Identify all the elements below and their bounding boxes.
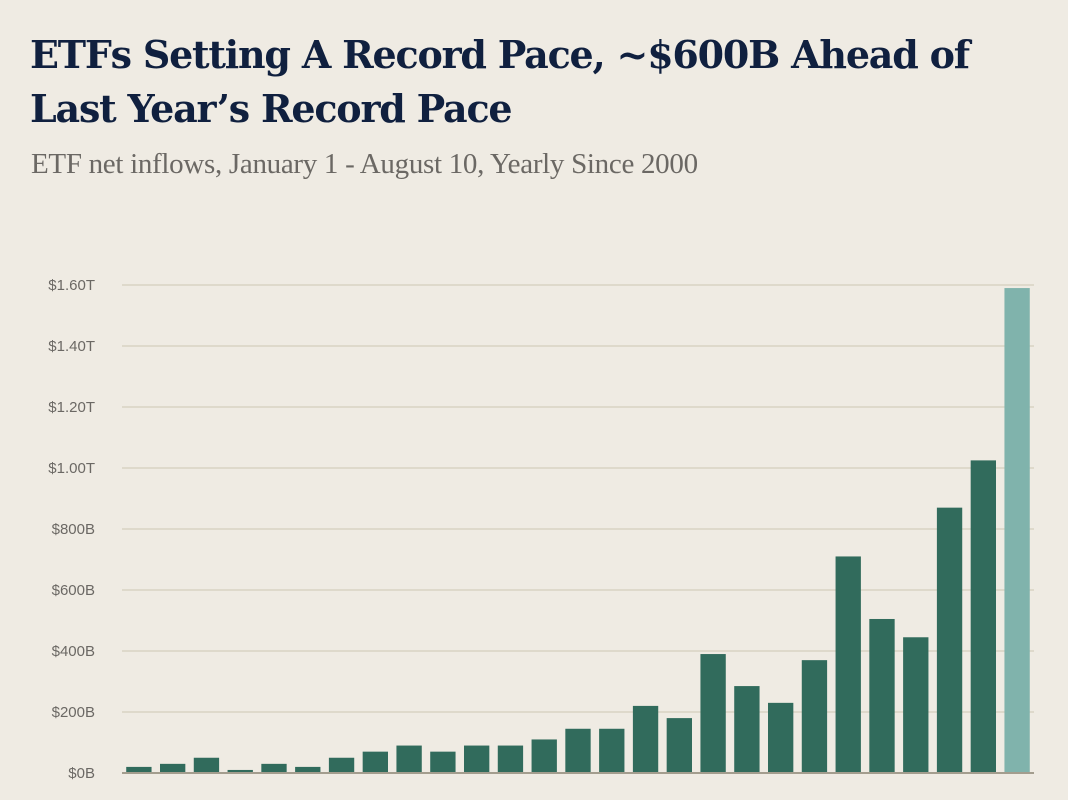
bar-2021 [835, 556, 861, 773]
bar-2022 [869, 618, 895, 773]
y-tick-label: $600B [52, 582, 95, 599]
bar-2004 [261, 763, 287, 773]
bar-2015 [632, 705, 659, 773]
y-tick-label: $1.40T [48, 338, 95, 355]
bar-2026 [1004, 288, 1030, 773]
chart-title: ETFs Setting A Record Pace, ~$600B Ahead… [30, 32, 970, 131]
bar-2006 [328, 757, 355, 773]
bar-2019 [768, 702, 794, 773]
bar-2025 [970, 460, 996, 773]
y-axis-ticks: $0B $200B $400B $600B $800B $1.00T $1.20T $1.40… [48, 277, 95, 782]
y-tick-label: $400B [52, 643, 95, 660]
bars [126, 288, 1030, 773]
bar-2024 [936, 507, 963, 773]
bar-2012 [531, 739, 557, 773]
bar-2007 [362, 751, 388, 773]
bar-2013 [565, 728, 591, 773]
bar-2003 [227, 769, 253, 773]
y-tick-label: $1.00T [48, 460, 95, 477]
bar-2001 [160, 763, 186, 773]
bar-2002 [193, 757, 220, 773]
bar-2009 [430, 751, 456, 773]
bar-2023 [903, 637, 929, 773]
bar-2016 [666, 718, 692, 773]
bar-2018 [734, 686, 760, 773]
bar-2008 [396, 745, 422, 773]
bar-2020 [801, 660, 828, 773]
y-tick-label: $200B [52, 704, 95, 721]
chart-subtitle: ETF net inflows, January 1 - August 10, … [31, 148, 698, 180]
bar-2014 [599, 728, 625, 773]
y-tick-label: $0B [68, 765, 95, 782]
bar-2017 [700, 654, 726, 773]
y-tick-label: $1.20T [48, 399, 95, 416]
bar-2010 [464, 745, 490, 773]
bar-2005 [295, 766, 321, 773]
bar-2000 [126, 766, 152, 773]
gridlines [122, 284, 1034, 713]
y-tick-label: $800B [52, 521, 95, 538]
bar-2011 [497, 745, 524, 773]
y-tick-label: $1.60T [48, 277, 95, 294]
